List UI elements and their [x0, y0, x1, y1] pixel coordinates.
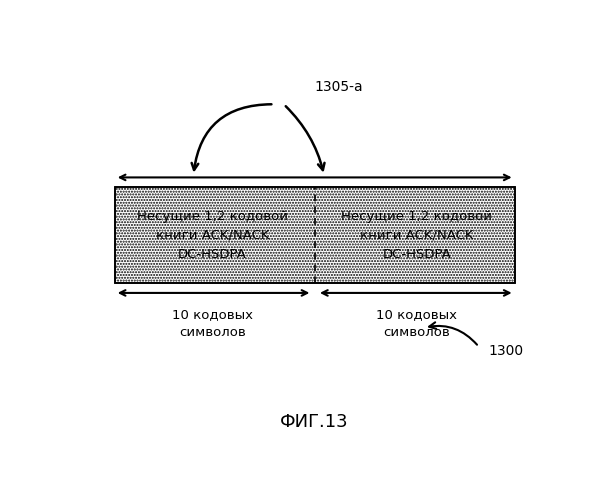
Text: 1305-а: 1305-а	[315, 80, 363, 94]
Bar	[115, 187, 515, 284]
Bar	[115, 187, 515, 284]
Text: 1300: 1300	[488, 344, 524, 357]
Text: Несущие 1,2 кодовой
книги ACK/NACK
DC-HSDPA: Несущие 1,2 кодовой книги ACK/NACK DC-HS…	[137, 210, 288, 260]
Bar	[115, 187, 515, 284]
Text: Несущие 1,2 кодовой
книги ACK/NACK
DC-HSDPA: Несущие 1,2 кодовой книги ACK/NACK DC-HS…	[341, 210, 492, 260]
Text: 10 кодовых
символов: 10 кодовых символов	[172, 308, 253, 340]
Text: ФИГ.13: ФИГ.13	[281, 413, 349, 431]
Text: 10 кодовых
символов: 10 кодовых символов	[376, 308, 457, 340]
